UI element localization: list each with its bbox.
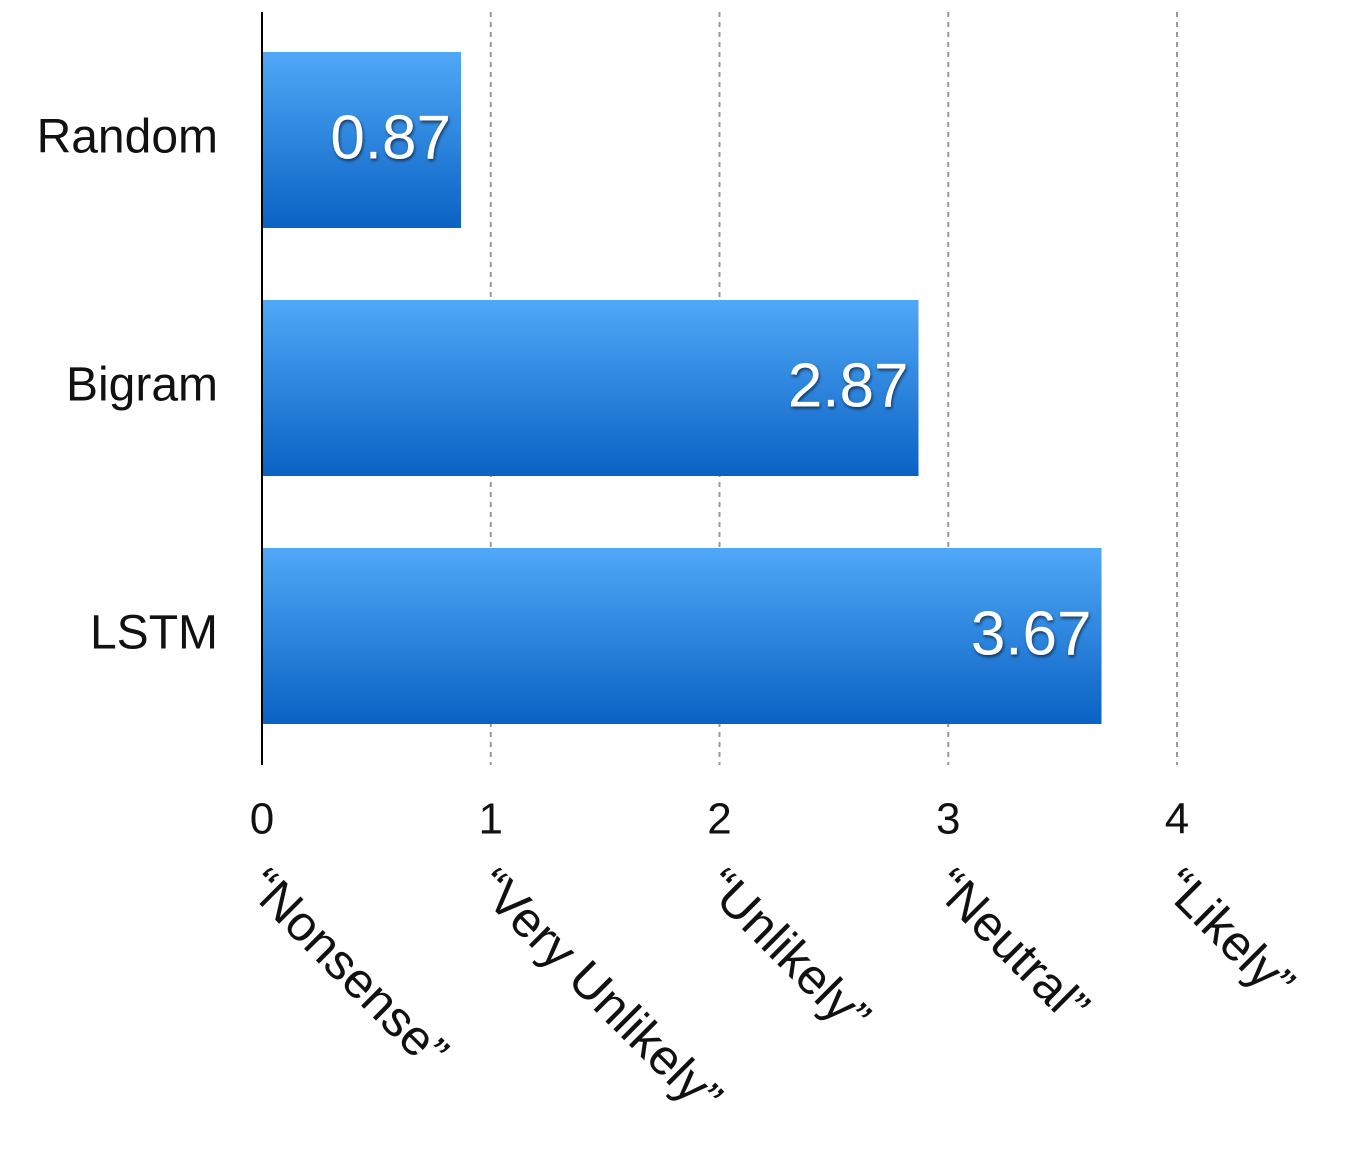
x-tick-label: 2 — [707, 795, 731, 844]
x-tick-description: “Unlikely” — [694, 858, 881, 1045]
bar — [262, 52, 462, 228]
value-label: 2.87 — [788, 351, 909, 420]
category-label: LSTM — [90, 607, 218, 660]
bar — [262, 548, 1102, 724]
x-tick-description: “Neutral” — [923, 858, 1100, 1035]
x-tick-description: “Nonsense” — [237, 858, 459, 1080]
x-tick-label: 3 — [936, 795, 960, 844]
category-label: Bigram — [66, 359, 218, 412]
value-label: 0.87 — [330, 103, 451, 172]
bar — [262, 300, 919, 476]
x-tick-label: 1 — [479, 795, 503, 844]
x-tick-label: 4 — [1165, 795, 1189, 844]
value-label: 3.67 — [971, 599, 1092, 668]
x-tick-label: 0 — [250, 795, 274, 844]
category-label: Random — [37, 111, 218, 164]
x-tick-description: “Very Unlikely” — [466, 858, 733, 1125]
x-tick-description: “Likely” — [1152, 858, 1306, 1012]
